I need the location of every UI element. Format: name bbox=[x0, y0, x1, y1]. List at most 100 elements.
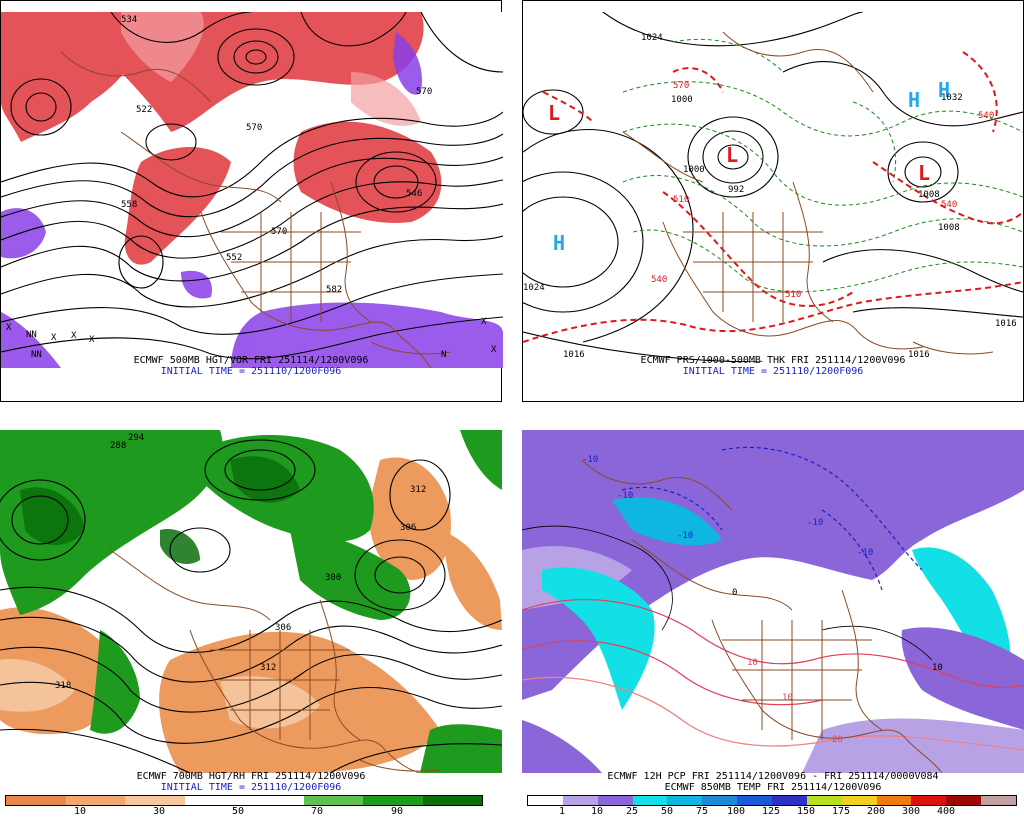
svg-text:570: 570 bbox=[673, 81, 689, 91]
map-pressure-thickness: L L L H H H 1024 1000 1032 1024 1016 101… bbox=[523, 12, 1023, 362]
panel-title: ECMWF 500MB HGT/VOR FRI 251114/1200V096 bbox=[133, 355, 369, 366]
colorbar-swatch bbox=[667, 796, 703, 805]
colorbar-label: 50 bbox=[660, 806, 674, 817]
panel-subtitle: ECMWF 850MB TEMP FRI 251114/1200V096 bbox=[664, 782, 882, 793]
svg-text:1016: 1016 bbox=[563, 350, 585, 360]
svg-text:-10: -10 bbox=[857, 548, 873, 558]
colorbar-label: 100 bbox=[726, 806, 746, 817]
svg-text:288: 288 bbox=[110, 441, 126, 451]
svg-text:X: X bbox=[481, 317, 487, 327]
svg-text:1008: 1008 bbox=[918, 190, 940, 200]
contour-label: 558 bbox=[121, 200, 137, 210]
colorbar-swatch bbox=[65, 796, 125, 805]
geography-lines bbox=[60, 51, 452, 368]
svg-text:306: 306 bbox=[400, 523, 416, 533]
svg-text:540: 540 bbox=[978, 111, 994, 121]
svg-text:1024: 1024 bbox=[523, 283, 545, 293]
panel-pressure-thickness: L L L H H H 1024 1000 1032 1024 1016 101… bbox=[522, 0, 1024, 402]
svg-text:510: 510 bbox=[785, 290, 801, 300]
colorbar-swatch bbox=[422, 796, 482, 805]
colorbar-swatch bbox=[737, 796, 773, 805]
svg-text:1000: 1000 bbox=[671, 95, 693, 105]
geography-lines bbox=[622, 31, 994, 355]
svg-text:X: X bbox=[6, 323, 12, 333]
colorbar-label: 10 bbox=[73, 806, 87, 817]
svg-text:-10: -10 bbox=[617, 491, 633, 501]
colorbar-label: 125 bbox=[761, 806, 781, 817]
initial-time: INITIAL TIME = 251110/1200F096 bbox=[682, 366, 864, 377]
colorbar-swatch bbox=[562, 796, 598, 805]
contour-label: 546 bbox=[406, 189, 422, 199]
svg-text:-10: -10 bbox=[807, 518, 823, 528]
map-700mb-rh: 294 288 312 306 300 318 312 306 bbox=[0, 430, 502, 773]
panel-500mb-height-vorticity: 534 522 570 558 570 546 552 582 570 X NN X… bbox=[0, 0, 503, 402]
colorbar-swatch bbox=[244, 796, 304, 805]
colorbar-swatch bbox=[125, 796, 185, 805]
colorbar-label: 1 bbox=[558, 806, 566, 817]
svg-text:N: N bbox=[441, 350, 446, 360]
map-precip-temp: -10 -10 -10 -10 -10 10 10 20 0 10 bbox=[522, 430, 1024, 773]
svg-text:1008: 1008 bbox=[938, 223, 960, 233]
contour-label: 582 bbox=[326, 285, 342, 295]
colorbar-swatch bbox=[632, 796, 668, 805]
colorbar-swatch bbox=[184, 796, 244, 805]
svg-text:X: X bbox=[89, 335, 95, 345]
svg-text:318: 318 bbox=[55, 681, 71, 691]
svg-text:X: X bbox=[51, 333, 57, 343]
colorbar-swatch bbox=[363, 796, 423, 805]
precip-colorbar bbox=[527, 795, 1017, 806]
panel-precip-850mb-temp: -10 -10 -10 -10 -10 10 10 20 0 10 ECMWF … bbox=[522, 430, 1024, 819]
svg-text:10: 10 bbox=[932, 663, 943, 673]
initial-time: INITIAL TIME = 251110/1200F096 bbox=[160, 782, 342, 793]
colorbar-swatch bbox=[528, 796, 563, 805]
svg-text:510: 510 bbox=[673, 195, 689, 205]
contour-label: 534 bbox=[121, 15, 137, 25]
colorbar-swatch bbox=[303, 796, 363, 805]
svg-text:312: 312 bbox=[410, 485, 426, 495]
svg-text:-10: -10 bbox=[677, 531, 693, 541]
contour-labels: 1024 1000 1032 1024 1016 1016 1000 992 1… bbox=[523, 33, 1017, 360]
colorbar-swatch bbox=[6, 796, 66, 805]
temperature-contours bbox=[522, 446, 1024, 751]
colorbar-label: 175 bbox=[831, 806, 851, 817]
thickness-dashed-green bbox=[622, 38, 1023, 293]
svg-text:10: 10 bbox=[747, 658, 758, 668]
colorbar-label: 70 bbox=[310, 806, 324, 817]
thickness-dashed-red bbox=[523, 51, 1023, 343]
svg-text:-10: -10 bbox=[582, 455, 598, 465]
isobars bbox=[523, 12, 1023, 362]
svg-text:10: 10 bbox=[782, 693, 793, 703]
svg-text:X: X bbox=[71, 331, 77, 341]
colorbar-label: 25 bbox=[625, 806, 639, 817]
colorbar-label: 30 bbox=[152, 806, 166, 817]
colorbar-label: 150 bbox=[796, 806, 816, 817]
panel-title: ECMWF 12H PCP FRI 251114/1200V096 - FRI … bbox=[607, 771, 939, 782]
svg-text:NN: NN bbox=[26, 330, 37, 340]
svg-text:1024: 1024 bbox=[641, 33, 663, 43]
geography-lines bbox=[581, 459, 943, 773]
contour-label: 570 bbox=[271, 227, 287, 237]
panel-title: ECMWF PRS/1000-500MB THK FRI 251114/1200… bbox=[640, 355, 906, 366]
colorbar-swatch bbox=[981, 796, 1017, 805]
colorbar-label: 90 bbox=[390, 806, 404, 817]
contour-label: 570 bbox=[416, 87, 432, 97]
svg-text:0: 0 bbox=[732, 588, 737, 598]
high-symbol: H bbox=[908, 88, 920, 112]
svg-text:540: 540 bbox=[941, 200, 957, 210]
high-symbol: H bbox=[553, 231, 565, 255]
colorbar-swatch bbox=[702, 796, 738, 805]
colorbar-swatch bbox=[911, 796, 947, 805]
svg-text:294: 294 bbox=[128, 433, 144, 443]
svg-text:992: 992 bbox=[728, 185, 744, 195]
svg-text:NN: NN bbox=[31, 350, 42, 360]
svg-text:20: 20 bbox=[832, 735, 843, 745]
contour-label: 570 bbox=[246, 123, 262, 133]
svg-text:1016: 1016 bbox=[995, 319, 1017, 329]
colorbar-label: 300 bbox=[901, 806, 921, 817]
high-symbol: H bbox=[938, 78, 950, 102]
svg-text:300: 300 bbox=[325, 573, 341, 583]
negative-vorticity-fill bbox=[1, 32, 503, 368]
height-contours bbox=[1, 12, 503, 360]
panel-700mb-height-rh: 294 288 312 306 300 318 312 306 ECMWF 70… bbox=[0, 430, 502, 819]
colorbar-label: 10 bbox=[590, 806, 604, 817]
